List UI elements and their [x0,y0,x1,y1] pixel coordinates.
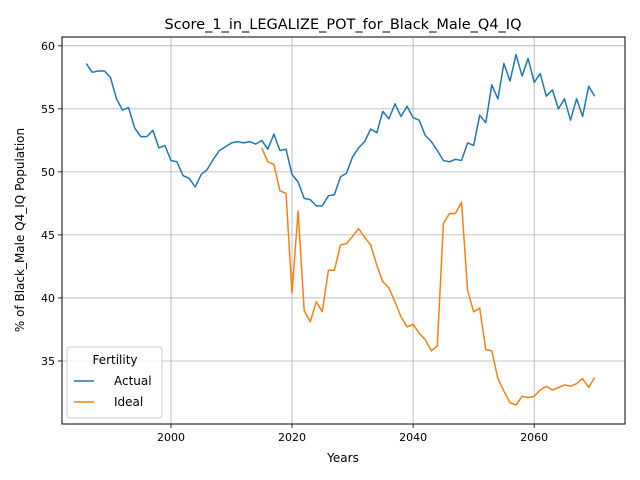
y-tick-label: 50 [41,166,55,179]
y-tick-label: 55 [41,103,55,116]
y-tick-label: 60 [41,40,55,53]
x-tick-label: 2020 [278,431,306,444]
series-line-ideal [261,147,596,406]
y-tick-label: 45 [41,229,55,242]
x-tick-label: 2000 [157,431,185,444]
y-tick-label: 35 [41,355,55,368]
plot-frame [61,36,626,425]
legend-label-ideal: Ideal [114,395,143,409]
axis-ticks: 2000 2020 2040 2060 35 40 45 50 55 60 [41,40,548,444]
y-tick-label: 40 [41,292,55,305]
series-lines [85,53,596,406]
y-axis-label: % of Black_Male Q4_IQ Population [13,128,27,332]
legend: Fertility Actual Ideal [66,346,163,419]
legend-label-actual: Actual [114,374,152,388]
x-tick-label: 2060 [520,431,548,444]
x-tick-label: 2040 [399,431,427,444]
legend-box [66,346,163,419]
chart-title: Score_1_in_LEGALIZE_POT_for_Black_Male_Q… [164,17,521,33]
series-line-actual [85,53,596,207]
legend-title: Fertility [92,353,137,367]
x-axis-label: Years [326,451,359,465]
